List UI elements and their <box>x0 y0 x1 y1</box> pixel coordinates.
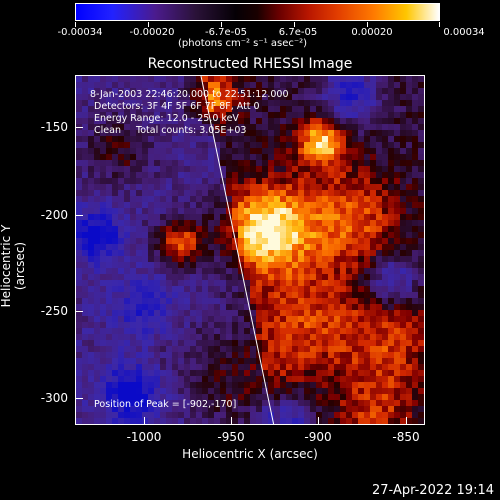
y-tick-label: -150 <box>40 120 68 134</box>
energy-range-text: Energy Range: 12.0 - 25.0 keV <box>94 113 239 124</box>
y-tick <box>75 215 83 216</box>
colorbar-label: -0.00020 <box>129 27 175 38</box>
x-tick-label: -950 <box>217 430 245 444</box>
y-tick-label: -250 <box>40 304 68 318</box>
detectors-text: Detectors: 3F 4F 5F 6F 7F 8F, Att 0 <box>94 101 260 112</box>
x-tick <box>144 417 145 425</box>
colorbar-units: (photons cm⁻² s⁻¹ asec⁻²) <box>178 38 308 49</box>
time-range-text: 8-Jan-2003 22:46:20.000 to 22:51:12.000 <box>90 89 289 100</box>
timestamp: 27-Apr-2022 19:14 <box>372 483 494 498</box>
peak-position-text: Position of Peak = [-902,-170] <box>94 399 237 410</box>
x-tick-label: -1000 <box>126 430 162 444</box>
clean-counts-text: Clean Total counts: 3.05E+03 <box>94 125 247 136</box>
limb-overlay <box>200 76 275 424</box>
y-tick <box>75 398 83 399</box>
x-tick <box>231 417 232 425</box>
colorbar-tick <box>148 22 149 27</box>
x-axis-title: Heliocentric X (arcsec) <box>182 447 318 461</box>
colorbar-label: -0.00034 <box>57 27 103 38</box>
image-plot: 8-Jan-2003 22:46:20.000 to 22:51:12.000 … <box>75 75 425 425</box>
colorbar-label: 0.00020 <box>351 27 393 38</box>
x-tick-label: -850 <box>392 430 420 444</box>
x-tick <box>318 417 319 425</box>
colorbar-label: -6.7e-05 <box>205 27 247 38</box>
y-tick-label: -200 <box>40 208 68 222</box>
y-axis-title: Heliocentric Y (arcsec) <box>0 224 27 308</box>
heatmap-image <box>76 76 424 424</box>
colorbar-tick <box>367 22 368 27</box>
colorbar <box>75 3 440 21</box>
y-tick <box>75 311 83 312</box>
image-title: Reconstructed RHESSI Image <box>147 56 353 72</box>
colorbar-tick <box>439 22 440 27</box>
solar-limb-line <box>200 76 275 424</box>
colorbar-label: 6.7e-05 <box>278 27 318 38</box>
colorbar-label: 0.00034 <box>443 27 485 38</box>
colorbar-tick <box>75 22 76 27</box>
y-tick-label: -300 <box>40 391 68 405</box>
colorbar-tick <box>221 22 222 27</box>
x-tick-label: -900 <box>304 430 332 444</box>
colorbar-tick <box>294 22 295 27</box>
y-tick <box>75 127 83 128</box>
x-tick <box>406 417 407 425</box>
